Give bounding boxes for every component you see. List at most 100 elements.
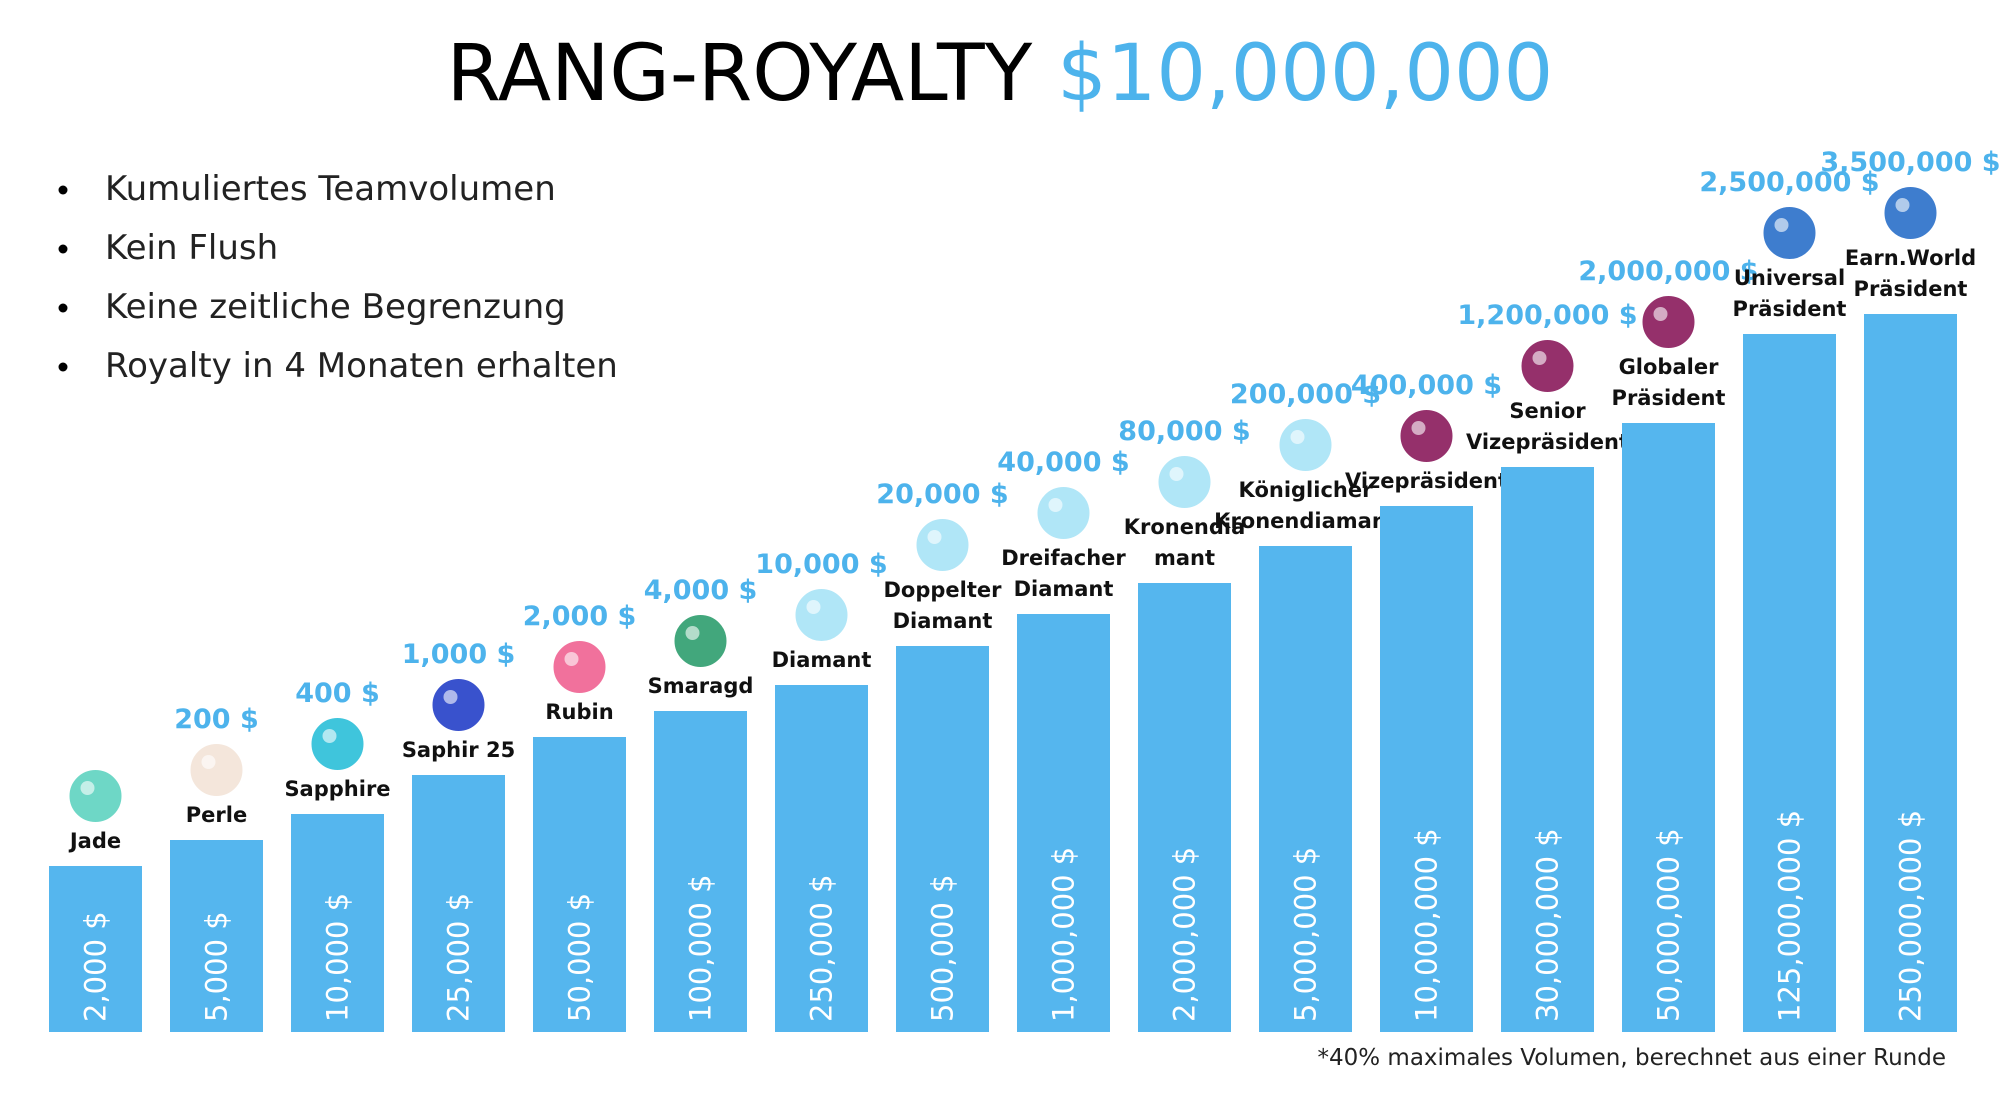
rank-icon-shine [1774,218,1789,232]
reward-label: 20,000 $ [876,479,1008,510]
volume-label: 250,000,000 $ [1894,810,1928,1022]
rank-name: Saphir 25 [402,738,515,762]
volume-label: 50,000,000 $ [1652,828,1686,1022]
rank-icon-shine [80,781,95,795]
rank-name: Präsident [1612,386,1726,410]
rank-icon [793,587,850,643]
rank-icon [1761,205,1818,261]
volume-label: 25,000 $ [442,893,476,1022]
rank-bar [170,840,263,1032]
reward-label: 80,000 $ [1118,416,1250,447]
volume-label: 5,000 $ [200,911,234,1022]
reward-label: 40,000 $ [997,447,1129,478]
title-highlight: $10,000,000 [1057,29,1553,119]
reward-label: 10,000 $ [755,549,887,580]
bullet-text: Keine zeitliche Begrenzung [105,287,566,327]
title: RANG-ROYALTY $10,000,000 [447,29,1554,119]
rank-bar [775,685,868,1032]
rank-icon [1398,408,1455,464]
reward-label: 1,000 $ [402,639,516,670]
rank-name: Senior [1509,399,1586,423]
rank-name: Kronendia [1124,515,1246,539]
rank-name: Kronendiamant [1214,509,1397,533]
rank-bar [1259,546,1352,1032]
rank-name: Globaler [1619,355,1720,379]
rank-name: Diamant [893,609,993,633]
rank-bar [1864,314,1957,1032]
rank-icon-shine [927,530,942,544]
rank-bar [654,711,747,1032]
rank-icon-shine [685,626,700,640]
rank-bar [291,814,384,1032]
rank-icon-shine [1653,307,1668,321]
rank-icon-shine [1290,430,1305,444]
rank-bar [412,775,505,1032]
rank-name: Universal [1734,266,1845,290]
reward-label: 200 $ [174,704,259,735]
rank-icon [672,613,729,669]
rank-name: Königlicher [1239,478,1374,502]
bullet-text: Kein Flush [105,228,278,268]
rank-icon-shine [564,652,579,666]
rank-name: mant [1154,546,1215,570]
bullet-dot [58,185,68,195]
reward-label: 2,000 $ [523,601,637,632]
rank-name: Vizepräsident [1466,430,1629,454]
rank-name: Doppelter [883,578,1002,602]
rank-bar [1380,506,1473,1032]
bullet-dot [58,303,68,313]
footnote: *40% maximales Volumen, berechnet aus ei… [1318,1045,1947,1071]
rank-name: Smaragd [648,674,754,698]
reward-label: 2,500,000 $ [1699,167,1879,198]
rank-bar [1743,334,1836,1032]
rank-name: Perle [186,803,247,827]
rank-icon-shine [322,729,337,743]
rank-name: Präsident [1854,277,1968,301]
rank-icon-shine [806,600,821,614]
rank-name: Dreifacher [1001,546,1126,570]
rank-bar [896,646,989,1032]
rank-icon [1156,454,1213,510]
reward-label: 400 $ [295,678,380,709]
rank-icon [914,517,971,573]
rank-icon-shine [1411,421,1426,435]
reward-label: 4,000 $ [644,575,758,606]
rank-icon-shine [1169,467,1184,481]
rank-icon [551,639,608,695]
volume-label: 10,000,000 $ [1410,828,1444,1022]
reward-label: 2,000,000 $ [1578,256,1758,287]
rank-icon-shine [1895,198,1910,212]
rank-icon-shine [1048,498,1063,512]
title-text: RANG-ROYALTY [447,29,1033,119]
volume-label: 10,000 $ [321,893,355,1022]
volume-label: 250,000 $ [805,874,839,1022]
volume-label: 125,000,000 $ [1773,810,1807,1022]
volume-label: 500,000 $ [926,874,960,1022]
rank-name: Earn.World [1845,246,1976,270]
rank-icon [1882,185,1939,241]
volume-label: 100,000 $ [684,874,718,1022]
volume-label: 50,000 $ [563,893,597,1022]
rank-name: Rubin [545,700,613,724]
volume-label: 30,000,000 $ [1531,828,1565,1022]
rank-icon [188,742,245,798]
volume-label: 2,000 $ [79,911,113,1022]
volume-label: 2,000,000 $ [1168,847,1202,1022]
bullet-dot [58,362,68,372]
rank-name: Präsident [1733,297,1847,321]
rank-bar [1138,583,1231,1032]
rank-icon [1035,485,1092,541]
rank-icon [430,677,487,733]
rank-icon [67,768,124,824]
rank-name: Sapphire [284,777,390,801]
rank-bar [1501,467,1594,1032]
rank-icon [1519,338,1576,394]
rank-bar [533,737,626,1032]
rank-icon-shine [201,755,216,769]
volume-label: 1,000,000 $ [1047,847,1081,1022]
rank-name: Diamant [772,648,872,672]
bullet-text: Kumuliertes Teamvolumen [105,169,556,209]
rank-bar [1017,614,1110,1032]
rank-name: Jade [68,829,121,853]
